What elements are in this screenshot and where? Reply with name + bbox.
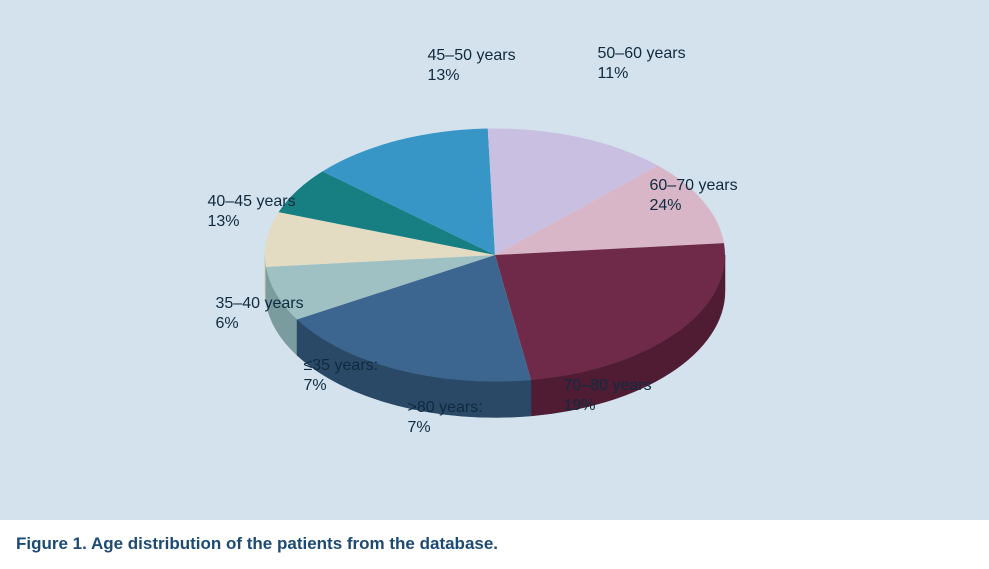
pie-chart: 50–60 years11%60–70 years24%70–80 years1… — [130, 30, 860, 490]
pie-slice-label: 40–45 years13% — [208, 192, 296, 232]
pie-svg — [130, 30, 860, 490]
slice-label-name: 50–60 years — [598, 44, 686, 64]
pie-slice-label: 35–40 years6% — [216, 294, 304, 334]
pie-slice-label: 45–50 years13% — [428, 46, 516, 86]
pie-slice-label: 50–60 years11% — [598, 44, 686, 84]
slice-label-percent: 19% — [564, 396, 652, 416]
slice-label-percent: 7% — [408, 418, 483, 438]
slice-label-name: 70–80 years — [564, 376, 652, 396]
pie-slice-label: >80 years:7% — [408, 398, 483, 438]
slice-label-name: 35–40 years — [216, 294, 304, 314]
pie-slice-label: 70–80 years19% — [564, 376, 652, 416]
slice-label-name: 40–45 years — [208, 192, 296, 212]
slice-label-percent: 24% — [650, 196, 738, 216]
chart-area: 50–60 years11%60–70 years24%70–80 years1… — [0, 0, 989, 520]
caption-bar: Figure 1. Age distribution of the patien… — [0, 520, 989, 569]
figure-caption: Figure 1. Age distribution of the patien… — [16, 534, 973, 554]
pie-slice-top — [495, 243, 725, 380]
pie-slice-label: ≤35 years:7% — [304, 356, 379, 396]
slice-label-percent: 13% — [208, 212, 296, 232]
slice-label-percent: 7% — [304, 376, 379, 396]
slice-label-percent: 11% — [598, 64, 686, 84]
slice-label-name: ≤35 years: — [304, 356, 379, 376]
slice-label-name: 60–70 years — [650, 176, 738, 196]
slice-label-percent: 6% — [216, 314, 304, 334]
slice-label-name: >80 years: — [408, 398, 483, 418]
slice-label-percent: 13% — [428, 66, 516, 86]
pie-slice-label: 60–70 years24% — [650, 176, 738, 216]
slice-label-name: 45–50 years — [428, 46, 516, 66]
